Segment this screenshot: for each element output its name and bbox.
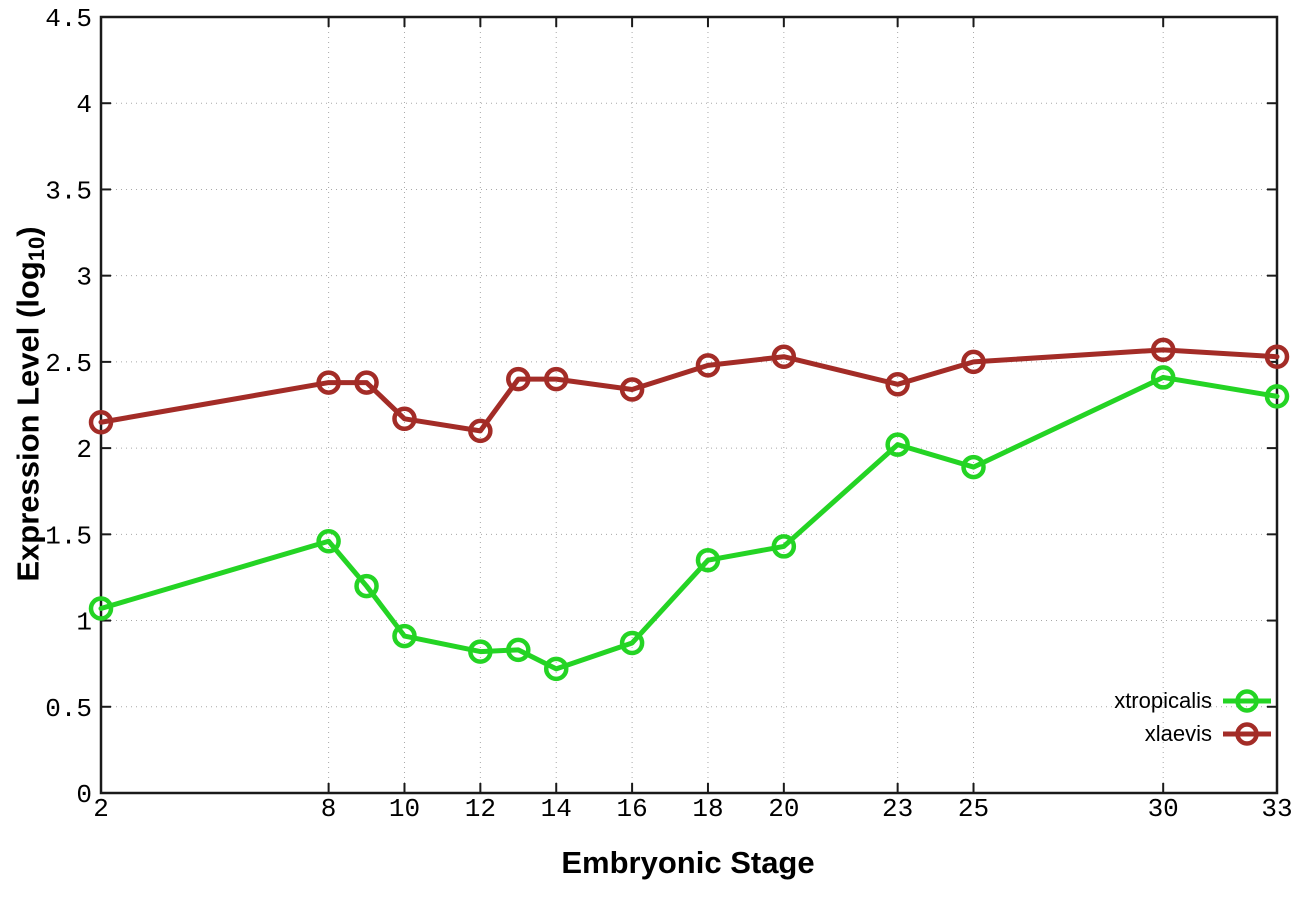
data-point-xlaevis-stage-2: [88, 409, 114, 435]
y-tick-label: 2.5: [45, 349, 92, 379]
y-axis-title-subscript: 10: [23, 236, 49, 262]
y-tick-label: 3: [76, 263, 92, 293]
series-line-xlaevis: [98, 347, 1280, 434]
data-point-xlaevis-stage-8: [316, 370, 341, 395]
legend-label-xtropicalis: xtropicalis: [1114, 687, 1212, 713]
data-point-xlaevis-stage-16: [619, 377, 645, 402]
data-point-xtropicalis-stage-13: [506, 637, 531, 663]
data-point-xlaevis-stage-20: [771, 344, 797, 369]
data-point-xlaevis-stage-10: [392, 406, 417, 432]
data-point-xtropicalis-stage-30: [1150, 365, 1176, 390]
x-tick-label: 10: [389, 794, 420, 824]
y-tick-label: 4: [76, 90, 92, 120]
data-point-xtropicalis-stage-20: [771, 534, 797, 559]
data-point-xtropicalis-stage-16: [619, 630, 645, 656]
data-point-xtropicalis-stage-9: [354, 573, 379, 599]
data-point-xtropicalis-stage-2: [88, 596, 114, 621]
x-tick-label: 20: [768, 794, 799, 824]
legend-sample-xtropicalis: [1223, 688, 1271, 713]
x-tick-label: 2: [93, 794, 109, 824]
data-point-xlaevis-stage-9: [354, 370, 379, 395]
data-point-xtropicalis-stage-8: [316, 528, 341, 554]
x-tick-label: 14: [541, 794, 572, 824]
x-tick-label: 12: [465, 794, 496, 824]
legend: xtropicalis xlaevis: [1114, 685, 1272, 749]
x-tick-label: 23: [882, 794, 913, 824]
legend-label-xlaevis: xlaevis: [1144, 720, 1212, 746]
x-tick-label: 8: [321, 794, 337, 824]
data-point-xlaevis-stage-18: [695, 353, 721, 378]
x-tick-label: 30: [1148, 794, 1179, 824]
data-point-xlaevis-stage-33: [1264, 344, 1290, 369]
data-point-xlaevis-stage-23: [885, 372, 910, 397]
data-point-xtropicalis-stage-12: [468, 639, 493, 664]
y-axis-title-close: ): [10, 226, 46, 237]
y-tick-label: 4.5: [45, 4, 92, 34]
data-point-xtropicalis-stage-14: [543, 656, 569, 682]
data-point-xlaevis-stage-25: [961, 349, 986, 375]
data-point-xlaevis-stage-12: [468, 418, 493, 444]
y-tick-label: 1.5: [45, 521, 92, 551]
data-point-xlaevis-stage-30: [1150, 337, 1176, 363]
y-tick-label: 1: [76, 608, 92, 638]
y-tick-label: 2: [76, 435, 92, 465]
y-tick-label: 0.5: [45, 694, 92, 724]
x-tick-label: 33: [1261, 794, 1292, 824]
x-axis-title: Embryonic Stage: [561, 845, 815, 880]
y-axis-title: Expression Level (log10): [10, 226, 50, 581]
series-line-xtropicalis: [98, 374, 1280, 672]
data-point-xtropicalis-stage-33: [1264, 384, 1290, 409]
y-tick-label: 3.5: [45, 176, 92, 206]
data-point-xtropicalis-stage-23: [885, 432, 910, 457]
data-point-xtropicalis-stage-18: [695, 547, 721, 573]
data-point-xlaevis-stage-13: [506, 366, 531, 392]
x-tick-label: 16: [616, 794, 647, 824]
legend-item-xlaevis: xlaevis: [1145, 718, 1272, 749]
legend-sample-xlaevis: [1223, 721, 1271, 746]
y-axis-title-text: Expression Level (log: [10, 261, 46, 582]
data-point-xtropicalis-stage-10: [392, 623, 417, 649]
legend-sample-marker-icon: [1235, 688, 1259, 713]
data-point-xlaevis-stage-14: [543, 366, 569, 392]
legend-item-xtropicalis: xtropicalis: [1114, 685, 1272, 716]
x-tick-label: 25: [958, 794, 989, 824]
legend-sample-marker-icon: [1235, 721, 1259, 746]
y-tick-label: 0: [76, 780, 92, 810]
data-point-xtropicalis-stage-25: [961, 454, 986, 480]
x-tick-label: 18: [692, 794, 723, 824]
